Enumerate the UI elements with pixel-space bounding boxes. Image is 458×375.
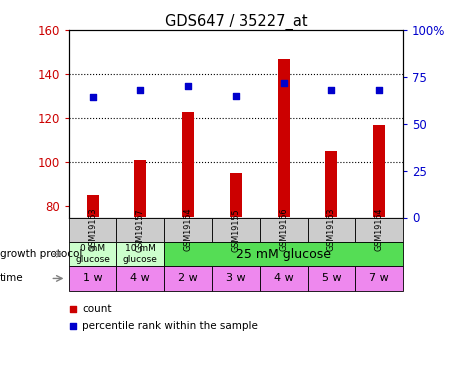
Bar [230,173,242,217]
Text: 3 w: 3 w [226,273,245,284]
Bar [134,160,146,218]
Point [280,80,287,86]
Bar [212,217,260,242]
Bar [307,217,355,242]
Point [328,87,335,93]
Text: GSM19154: GSM19154 [184,208,193,252]
Point [70,306,77,312]
Bar [355,266,403,291]
Bar [326,152,338,217]
Text: GSM19163: GSM19163 [327,208,336,251]
Bar [164,242,403,266]
Bar [278,58,289,217]
Text: time: time [0,273,24,284]
Text: 4 w: 4 w [131,273,150,284]
Point [89,94,96,100]
Text: GSM19164: GSM19164 [375,208,384,251]
Point [185,83,192,89]
Bar [69,266,116,291]
Bar [212,266,260,291]
Bar [69,217,116,242]
Bar [260,217,307,242]
Text: 7 w: 7 w [369,273,389,284]
Text: GSM19157: GSM19157 [136,208,145,252]
Bar [355,217,403,242]
Bar [116,266,164,291]
Text: percentile rank within the sample: percentile rank within the sample [82,321,258,331]
Bar [69,242,116,266]
Bar [373,125,385,217]
Bar [87,195,98,217]
Text: GSM19156: GSM19156 [279,208,288,252]
Text: growth protocol: growth protocol [0,249,82,259]
Text: GSM19155: GSM19155 [231,208,240,252]
Bar [116,217,164,242]
Point [136,87,144,93]
Point [70,323,77,329]
Bar [116,242,164,266]
Bar [260,266,307,291]
Title: GDS647 / 35227_at: GDS647 / 35227_at [164,14,307,30]
Text: 1 w: 1 w [83,273,103,284]
Text: 2 w: 2 w [178,273,198,284]
Point [376,87,383,93]
Text: 0 mM
glucose: 0 mM glucose [75,244,110,264]
Text: 10 mM
glucose: 10 mM glucose [123,244,158,264]
Text: 5 w: 5 w [322,273,341,284]
Bar [164,217,212,242]
Bar [182,112,194,218]
Text: GSM19153: GSM19153 [88,208,97,252]
Text: 25 mM glucose: 25 mM glucose [236,248,331,261]
Bar [307,266,355,291]
Point [232,93,240,99]
Text: count: count [82,304,112,314]
Bar [164,266,212,291]
Text: 4 w: 4 w [274,273,294,284]
